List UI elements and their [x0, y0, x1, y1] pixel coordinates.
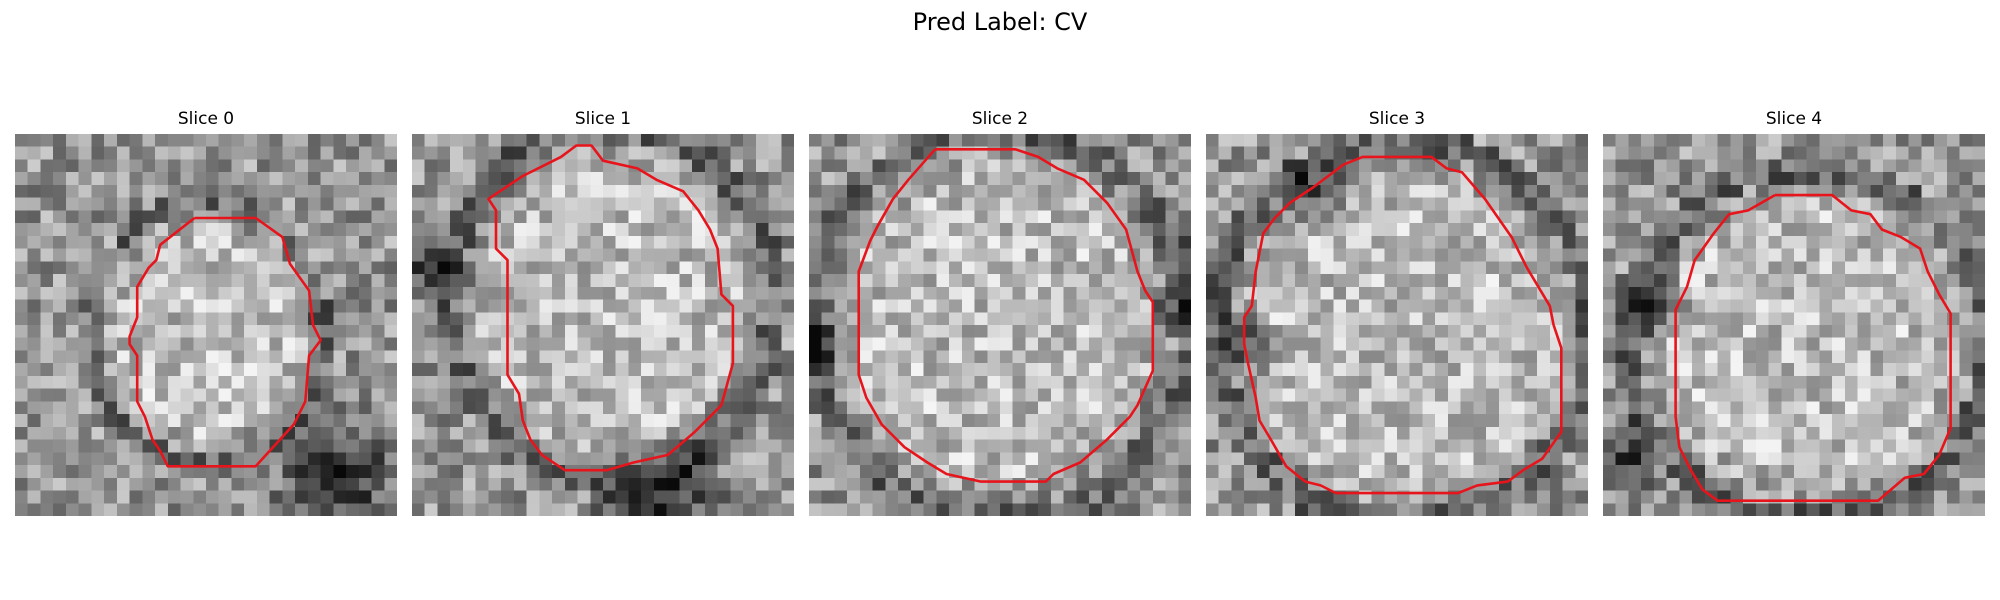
segmentation-contour	[857, 148, 1155, 483]
segmentation-contour	[487, 144, 735, 472]
micrograph-pixels	[809, 134, 1191, 516]
slice-panel-4: Slice 4	[1603, 108, 1985, 518]
slice-title: Slice 0	[177, 109, 235, 129]
slice-title: Slice 3	[1368, 109, 1426, 129]
micrograph-pixels	[1603, 134, 1985, 516]
slice-title: Slice 1	[574, 109, 632, 129]
slice-title: Slice 4	[1765, 109, 1823, 129]
slice-panel-2: Slice 2	[809, 108, 1191, 518]
slice-image-1	[412, 134, 794, 516]
slice-image-0	[15, 134, 397, 516]
slice-image-2	[809, 134, 1191, 516]
micrograph-pixels	[1206, 134, 1588, 516]
segmentation-contour	[1674, 193, 1952, 503]
segmentation-contour	[1242, 155, 1563, 495]
slice-panel-3: Slice 3	[1206, 108, 1588, 518]
slice-image-3	[1206, 134, 1588, 516]
micrograph-pixels	[15, 134, 397, 516]
figure-title: Pred Label: CV	[912, 8, 1088, 36]
micrograph-pixels	[412, 134, 794, 516]
slice-image-4	[1603, 134, 1985, 516]
slice-panel-1: Slice 1	[412, 108, 794, 518]
slice-panel-0: Slice 0	[15, 108, 397, 518]
segmentation-contour	[128, 216, 322, 468]
slice-title: Slice 2	[971, 109, 1029, 129]
